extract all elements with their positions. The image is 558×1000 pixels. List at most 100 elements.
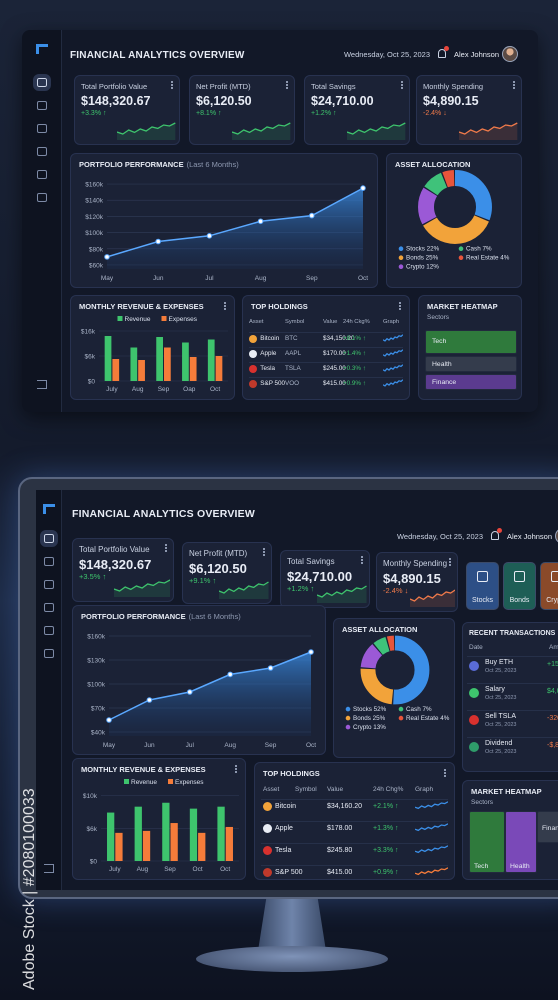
legend-swatch bbox=[398, 255, 404, 260]
chart: $40k $70k $100k $130k $160k May Jun Jul Aug Sep Oc… bbox=[87, 634, 316, 750]
nav-icon[interactable] bbox=[37, 124, 47, 133]
chart: Stocks 22% Bonds 25% Crypto 12% Cash 7% Real… bbox=[398, 170, 510, 271]
legend-swatch bbox=[398, 706, 404, 712]
tx-date: Oct 25, 2023 bbox=[485, 695, 517, 701]
point bbox=[309, 212, 315, 219]
point bbox=[104, 254, 110, 260]
legend-label: Cash 7% bbox=[466, 246, 492, 253]
cell-asset: Bitcoin bbox=[260, 335, 280, 342]
nav-icon[interactable] bbox=[37, 170, 47, 179]
nav-icon[interactable] bbox=[40, 530, 58, 547]
heatmap-tile[interactable]: Health bbox=[505, 811, 537, 873]
point bbox=[257, 218, 264, 225]
chart bbox=[232, 122, 291, 140]
legend-label: Bonds 25% bbox=[353, 715, 386, 722]
sidebar bbox=[36, 490, 62, 890]
date: Wednesday, Oct 25, 2023 bbox=[343, 50, 430, 59]
panel-title: PORTFOLIO PERFORMANCE (Last 6 Months) bbox=[79, 160, 239, 169]
y-tick-label: $140k bbox=[85, 198, 103, 205]
avatar[interactable] bbox=[502, 46, 518, 62]
kpi-label: Net Profit (MTD) bbox=[189, 549, 248, 558]
notification-bell[interactable] bbox=[438, 46, 449, 58]
panel-title: MARKET HEATMAP bbox=[427, 302, 498, 311]
cell-symbol: VOO bbox=[285, 380, 299, 387]
logo bbox=[43, 504, 55, 514]
row-divider bbox=[261, 843, 448, 844]
column-header: Value bbox=[323, 319, 338, 325]
nav-icon[interactable] bbox=[44, 649, 54, 658]
nav-icon[interactable] bbox=[44, 626, 54, 635]
y-tick-label: $100k bbox=[85, 230, 103, 237]
heatmap-tile[interactable]: Finance bbox=[537, 811, 558, 843]
user-name: Alex Johnson bbox=[507, 532, 553, 541]
x-tick-label: Oct bbox=[210, 386, 220, 393]
nav-logout[interactable] bbox=[44, 864, 54, 873]
sparkline bbox=[232, 122, 291, 135]
row-divider bbox=[249, 362, 403, 363]
row-divider bbox=[467, 737, 558, 738]
quick-action[interactable]: Bonds bbox=[503, 562, 536, 610]
legend-label: Revenue bbox=[131, 779, 157, 786]
x-tick-label: Aug bbox=[137, 866, 149, 873]
bar bbox=[215, 356, 223, 381]
sparkline bbox=[409, 589, 455, 602]
heatmap-tile[interactable]: Tech bbox=[469, 811, 505, 873]
x-tick-label: Jun bbox=[144, 742, 155, 749]
row-divider bbox=[249, 332, 403, 333]
kpi-menu bbox=[361, 556, 363, 564]
kpi-card: Total Savings $24,710.00 +1.2% ↑ bbox=[280, 550, 370, 608]
x-tick-label: Oct bbox=[193, 866, 203, 873]
column-header: Asset bbox=[263, 786, 280, 793]
quick-label: Stocks bbox=[471, 597, 494, 604]
monitor-base bbox=[196, 946, 388, 972]
chart bbox=[415, 845, 448, 854]
heatmap-label: Health bbox=[432, 361, 452, 368]
asset-icon bbox=[263, 802, 272, 811]
nav-logout[interactable] bbox=[37, 380, 47, 389]
asset-icon bbox=[249, 380, 258, 389]
asset-icon bbox=[263, 846, 272, 855]
heatmap-tile[interactable]: Finance bbox=[425, 374, 517, 390]
bar bbox=[134, 806, 142, 861]
y-tick-label: $6k bbox=[85, 354, 96, 361]
row-divider bbox=[467, 656, 558, 657]
panel-menu bbox=[399, 302, 401, 310]
kpi-label: Total Portfolio Value bbox=[81, 82, 148, 91]
cell-symbol: TSLA bbox=[285, 365, 301, 372]
nav-icon[interactable] bbox=[33, 74, 51, 91]
panel-title: ASSET ALLOCATION bbox=[342, 625, 418, 634]
y-tick-label: $16k bbox=[81, 329, 96, 336]
column-header: Symbol bbox=[285, 319, 305, 325]
sparkline bbox=[219, 581, 269, 594]
kpi-label: Monthly Spending bbox=[383, 559, 448, 568]
dashboard-monitor: FINANCIAL ANALYTICS OVERVIEW Wednesday, O… bbox=[36, 490, 558, 890]
nav-icon[interactable] bbox=[44, 580, 54, 589]
nav-icon[interactable] bbox=[37, 193, 47, 202]
panel-title: PORTFOLIO PERFORMANCE (Last 6 Months) bbox=[81, 612, 241, 621]
kpi-change: +3.5% ↑ bbox=[79, 572, 107, 581]
column-header: 24h Ckg% bbox=[343, 319, 370, 325]
sparkline bbox=[317, 585, 367, 598]
x-tick-label: Aug bbox=[224, 742, 236, 749]
kpi-change: -2.4% ↓ bbox=[383, 586, 409, 595]
nav-icon[interactable] bbox=[44, 603, 54, 612]
sparkline bbox=[459, 122, 518, 135]
cell-change: +1.4% ↑ bbox=[343, 350, 366, 357]
legend-swatch bbox=[398, 715, 404, 721]
notification-bell[interactable] bbox=[491, 528, 502, 540]
panel-title: MARKET HEATMAP bbox=[471, 787, 542, 796]
kpi-menu bbox=[286, 81, 288, 89]
cell-asset: Tesla bbox=[260, 365, 275, 372]
point bbox=[360, 185, 366, 191]
quick-action[interactable]: Stocks bbox=[466, 562, 499, 610]
nav-icon[interactable] bbox=[44, 557, 54, 566]
nav-icon[interactable] bbox=[37, 101, 47, 110]
heatmap-tile[interactable]: Health bbox=[425, 356, 517, 372]
nav-icon[interactable] bbox=[37, 147, 47, 156]
transactions-panel: RECENT TRANSACTIONS Date Amo Buy ETH Oct 25,… bbox=[462, 622, 558, 772]
quick-action[interactable]: Crypto bbox=[540, 562, 558, 610]
heatmap-tile[interactable]: Tech bbox=[425, 330, 517, 354]
cell-asset: Bitcoin bbox=[275, 803, 297, 810]
user-name: Alex Johnson bbox=[454, 50, 500, 59]
kpi-menu bbox=[513, 81, 515, 89]
